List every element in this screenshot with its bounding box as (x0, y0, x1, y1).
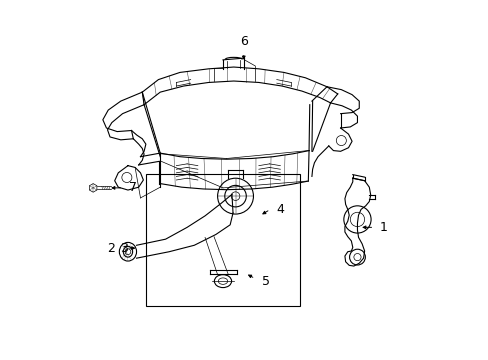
Text: 4: 4 (276, 203, 284, 216)
Text: 7: 7 (129, 181, 137, 194)
Text: 6: 6 (240, 35, 248, 48)
Text: 5: 5 (261, 275, 269, 288)
Text: 3: 3 (120, 242, 127, 255)
Circle shape (231, 192, 239, 201)
Bar (145, 174, 300, 306)
Text: 1: 1 (379, 221, 387, 234)
Text: 2: 2 (106, 242, 115, 255)
Circle shape (125, 249, 131, 255)
